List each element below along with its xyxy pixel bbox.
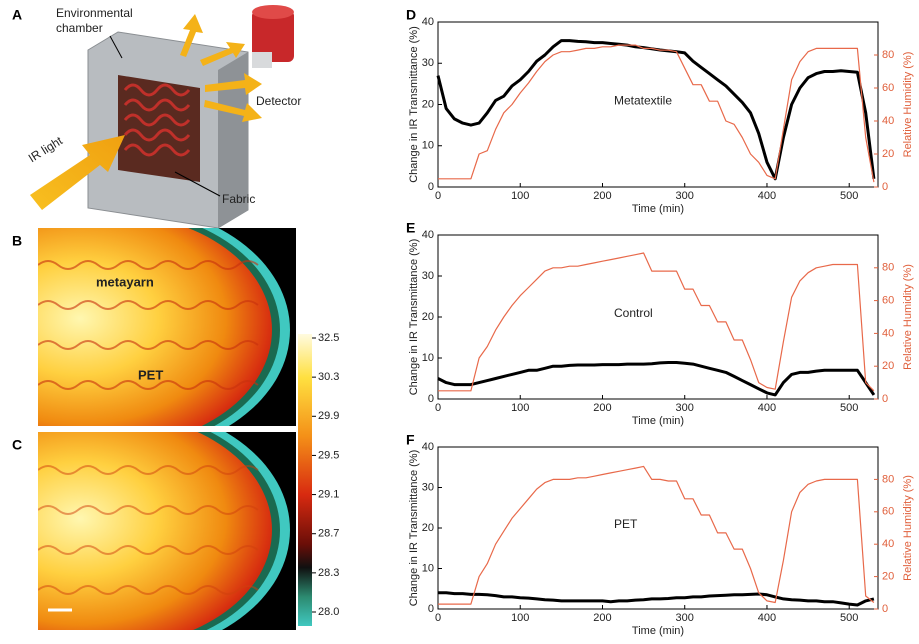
panel-letter: B	[12, 233, 22, 249]
y-tick-label: 10	[422, 140, 434, 152]
panel-letter: A	[12, 7, 22, 23]
y2-axis-label: Relative Humidity (%)	[902, 264, 914, 370]
y2-tick-label: 60	[882, 506, 894, 518]
pet-label: PET	[138, 367, 163, 382]
y-tick-label: 20	[422, 311, 434, 323]
y-tick-label: 40	[422, 441, 434, 453]
x-tick-label: 300	[676, 190, 694, 202]
detector-label: Detector	[256, 94, 301, 108]
y-tick-label: 0	[428, 393, 434, 405]
annotation: PET	[614, 517, 638, 531]
x-tick-label: 100	[511, 612, 529, 624]
fabric-label: Fabric	[222, 192, 255, 206]
x-axis-label: Time (min)	[632, 625, 684, 637]
colorbar-tick-label: 28.0	[318, 606, 339, 618]
y-axis-label: Change in IR Transmittance (%)	[408, 26, 420, 183]
y-tick-label: 20	[422, 522, 434, 534]
thermal-image: B metayarn PET	[12, 228, 296, 426]
data-line	[438, 465, 875, 605]
colorbar-tick-label: 28.3	[318, 567, 339, 579]
x-tick-label: 0	[435, 190, 441, 202]
y-tick-label: 30	[422, 481, 434, 493]
y-tick-label: 0	[428, 181, 434, 193]
y-tick-label: 10	[422, 352, 434, 364]
y-tick-label: 0	[428, 603, 434, 615]
x-tick-label: 200	[593, 612, 611, 624]
yarn-label: metayarn	[96, 274, 154, 289]
data-line	[438, 44, 875, 183]
x-tick-label: 0	[435, 402, 441, 414]
y-tick-label: 40	[422, 16, 434, 28]
colorbar-tick-label: 32.5	[318, 332, 339, 344]
annotation: Control	[614, 306, 653, 320]
x-tick-label: 400	[758, 190, 776, 202]
panel-letter: F	[406, 432, 415, 448]
y2-tick-label: 20	[882, 360, 894, 372]
data-line	[438, 591, 875, 607]
y-tick-label: 40	[422, 229, 434, 241]
x-tick-label: 200	[593, 190, 611, 202]
panel-letter: D	[406, 7, 416, 23]
x-axis-label: Time (min)	[632, 415, 684, 427]
light-label: IR light	[26, 133, 66, 165]
panel-letter: C	[12, 437, 22, 453]
plot-frame	[437, 446, 879, 610]
y-tick-label: 30	[422, 270, 434, 282]
y-tick-label: 20	[422, 98, 434, 110]
x-axis-label: Time (min)	[632, 203, 684, 215]
y2-tick-label: 0	[882, 393, 888, 405]
diagram: A Environmental chamber IR light Fabric …	[12, 5, 301, 229]
colorbar-tick-label: 30.3	[318, 371, 339, 383]
y2-tick-label: 80	[882, 473, 894, 485]
y2-tick-label: 60	[882, 82, 894, 94]
x-tick-label: 400	[758, 612, 776, 624]
thermal-image: C	[12, 334, 312, 630]
x-tick-label: 100	[511, 190, 529, 202]
annotation: Metatextile	[614, 93, 672, 107]
y2-tick-label: 0	[882, 603, 888, 615]
data-line	[438, 252, 875, 392]
y2-axis-label: Relative Humidity (%)	[902, 52, 914, 158]
x-tick-label: 400	[758, 402, 776, 414]
y2-tick-label: 0	[882, 181, 888, 193]
colorbar	[298, 334, 312, 626]
y-tick-label: 10	[422, 562, 434, 574]
data-line	[437, 361, 876, 397]
y-axis-label: Change in IR Transmittance (%)	[408, 239, 420, 396]
y2-tick-label: 40	[882, 538, 894, 550]
x-tick-label: 0	[435, 612, 441, 624]
chamber-label: Environmental	[56, 6, 133, 20]
y-axis-label: Change in IR Transmittance (%)	[408, 450, 420, 607]
x-tick-label: 300	[676, 612, 694, 624]
x-tick-label: 300	[676, 402, 694, 414]
x-tick-label: 500	[840, 190, 858, 202]
data-line	[436, 39, 876, 181]
colorbar-tick-label: 29.9	[318, 410, 339, 422]
x-tick-label: 500	[840, 612, 858, 624]
colorbar-tick-label: 29.1	[318, 488, 339, 500]
panel-letter: E	[406, 220, 415, 236]
x-tick-label: 100	[511, 402, 529, 414]
y2-tick-label: 80	[882, 262, 894, 274]
colorbar-tick-label: 29.5	[318, 449, 339, 461]
y2-tick-label: 20	[882, 148, 894, 160]
chamber-label: chamber	[56, 21, 103, 35]
x-tick-label: 500	[840, 402, 858, 414]
y2-axis-label: Relative Humidity (%)	[902, 475, 914, 581]
y2-tick-label: 20	[882, 571, 894, 583]
x-tick-label: 200	[593, 402, 611, 414]
y-tick-label: 30	[422, 57, 434, 69]
y2-tick-label: 40	[882, 115, 894, 127]
y2-tick-label: 40	[882, 327, 894, 339]
colorbar-tick-label: 28.7	[318, 528, 339, 540]
y2-tick-label: 80	[882, 49, 894, 61]
y2-tick-label: 60	[882, 295, 894, 307]
